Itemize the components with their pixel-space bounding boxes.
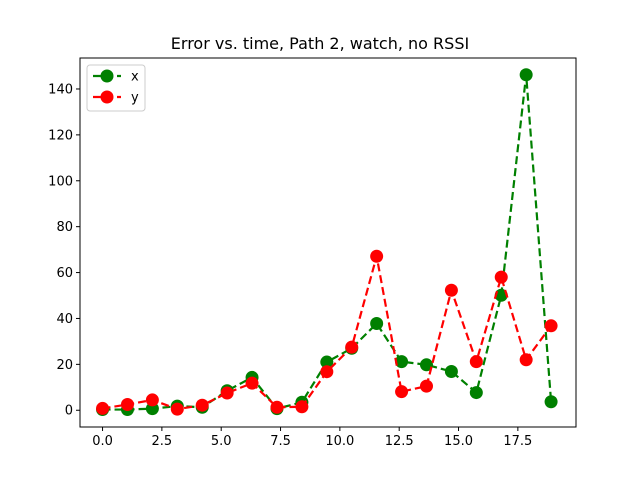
data-point-y — [469, 355, 483, 369]
y-axis: 0 20 40 60 80 100 120 140 — [48, 82, 80, 419]
data-point-x — [519, 68, 533, 82]
y-tick-label: 120 — [48, 128, 73, 143]
data-point-x — [419, 358, 433, 372]
x-axis: 0.0 2.5 5.0 7.5 10.0 12.5 15.0 17.5 — [92, 427, 532, 449]
legend: xy — [86, 64, 146, 112]
data-point-y — [444, 283, 458, 297]
legend-marker-x — [100, 69, 114, 83]
legend-label-x: x — [131, 70, 139, 85]
x-tick-label: 17.5 — [503, 434, 532, 449]
data-point-y — [245, 376, 259, 390]
x-tick-label: 5.0 — [211, 434, 232, 449]
data-point-x — [444, 364, 458, 378]
plot-frame — [79, 57, 577, 428]
x-tick-label: 0.0 — [92, 434, 113, 449]
legend-entries: xy — [93, 69, 139, 106]
x-tick-label: 7.5 — [270, 434, 291, 449]
legend-marker-y — [100, 90, 114, 104]
y-tick-label: 100 — [48, 174, 73, 189]
x-tick-label: 15.0 — [444, 434, 473, 449]
data-point-y — [395, 385, 409, 399]
data-point-y — [195, 398, 209, 412]
series-layer — [96, 68, 558, 417]
data-point-y — [494, 270, 508, 284]
data-point-y — [220, 386, 234, 400]
legend-label-y: y — [131, 91, 139, 106]
data-point-y — [270, 400, 284, 414]
y-tick-label: 0 — [65, 404, 73, 419]
data-point-y — [544, 319, 558, 333]
data-point-y — [120, 398, 134, 412]
data-point-y — [370, 249, 384, 263]
data-point-y — [170, 402, 184, 416]
y-tick-label: 20 — [56, 358, 73, 373]
y-tick-label: 40 — [56, 312, 73, 327]
data-point-x — [320, 355, 334, 369]
data-point-x — [370, 317, 384, 331]
data-point-x — [544, 395, 558, 409]
y-tick-label: 140 — [48, 82, 73, 97]
chart-title: Error vs. time, Path 2, watch, no RSSI — [171, 34, 469, 53]
data-point-x — [469, 386, 483, 400]
x-tick-label: 2.5 — [152, 434, 173, 449]
data-point-y — [96, 401, 110, 415]
data-point-y — [295, 400, 309, 414]
y-tick-label: 60 — [56, 266, 73, 281]
data-point-y — [419, 379, 433, 393]
x-tick-label: 10.0 — [325, 434, 354, 449]
data-point-y — [519, 353, 533, 367]
data-point-y — [145, 393, 159, 407]
data-point-x — [395, 355, 409, 369]
data-point-y — [345, 340, 359, 354]
y-tick-label: 80 — [56, 220, 73, 235]
data-point-y — [320, 365, 334, 379]
x-tick-label: 12.5 — [385, 434, 414, 449]
